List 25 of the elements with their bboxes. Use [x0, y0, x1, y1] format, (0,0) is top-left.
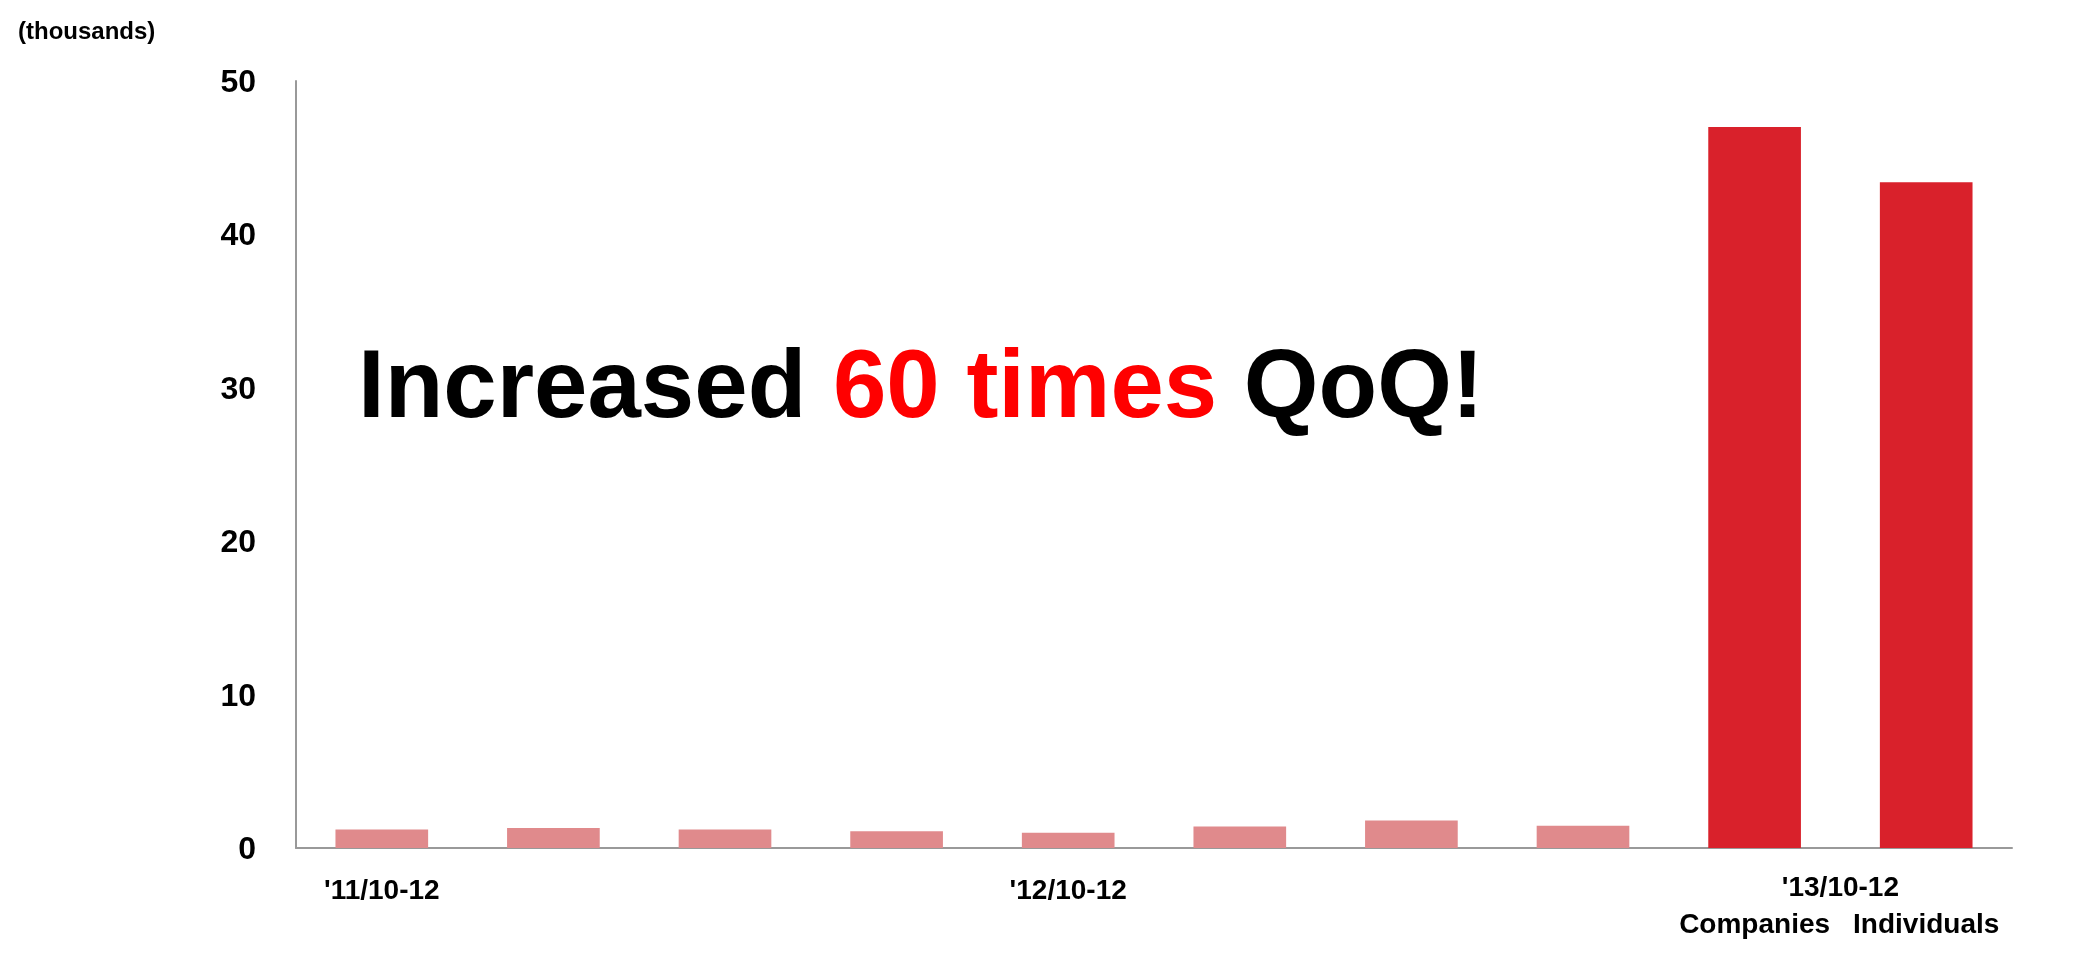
x-tick-label: Individuals: [1853, 907, 2000, 939]
bar: [1193, 826, 1287, 848]
x-tick-label: '11/10-12: [323, 873, 440, 905]
bar: [1708, 127, 1801, 848]
x-tick-label: Companies: [1679, 907, 1831, 939]
x-tick-label: '12/10-12: [1009, 873, 1127, 905]
y-tick-label: 30: [220, 369, 256, 406]
y-tick-label: 40: [220, 216, 256, 253]
bar: [1879, 182, 1973, 848]
y-axis-title: (thousands): [18, 16, 156, 44]
bar: [335, 829, 429, 848]
bar: [850, 831, 943, 848]
y-tick-label: 0: [238, 830, 256, 866]
bar: [1021, 832, 1115, 848]
annotation: 60 times: [832, 330, 1218, 438]
bar: [678, 829, 772, 848]
bar: [1365, 820, 1458, 848]
y-tick-label: 50: [220, 63, 256, 99]
y-tick-label: 10: [220, 676, 256, 713]
annotation: QoQ!: [1217, 330, 1484, 438]
bar: [507, 828, 600, 848]
bar: [1536, 825, 1630, 848]
y-tick-label: 20: [220, 523, 256, 560]
text: '13/10-12: [1781, 870, 1899, 902]
annotation: Increased: [358, 330, 833, 438]
